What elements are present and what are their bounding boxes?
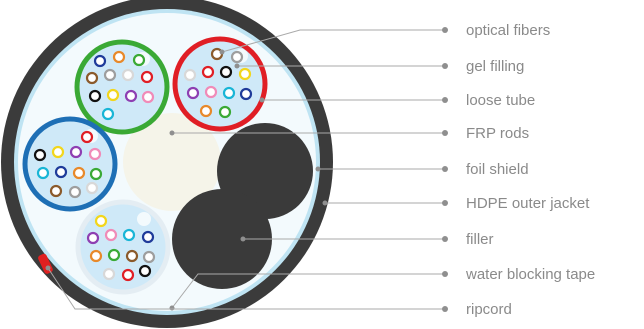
optical-fiber xyxy=(106,88,120,102)
optical-fiber xyxy=(94,214,108,228)
label-hdpe-outer-jacket: HDPE outer jacket xyxy=(466,195,590,212)
leader-optical-fibers xyxy=(219,27,448,55)
optical-fiber xyxy=(140,70,154,84)
optical-fiber xyxy=(51,145,65,159)
optical-fiber xyxy=(122,228,136,242)
optical-fiber xyxy=(102,267,116,281)
leader-filler xyxy=(240,236,448,242)
optical-fiber xyxy=(112,50,126,64)
optical-fiber xyxy=(201,65,215,79)
optical-fiber xyxy=(142,250,156,264)
loose-tube-blue xyxy=(22,116,118,212)
optical-fiber xyxy=(101,107,115,121)
optical-fiber xyxy=(93,54,107,68)
optical-fiber xyxy=(68,185,82,199)
leader-hdpe-outer-jacket xyxy=(322,200,448,206)
optical-fiber xyxy=(204,85,218,99)
optical-fiber xyxy=(199,104,213,118)
optical-fiber xyxy=(219,65,233,79)
optical-fiber xyxy=(49,184,63,198)
optical-fiber xyxy=(239,87,253,101)
leader-ripcord xyxy=(45,265,448,312)
leader-gel-filling xyxy=(234,63,448,69)
label-gel-filling: gel filling xyxy=(466,58,524,75)
optical-fiber xyxy=(85,71,99,85)
optical-fiber xyxy=(132,53,146,67)
leader-foil-shield xyxy=(315,166,448,172)
optical-fiber xyxy=(125,249,139,263)
optical-fiber xyxy=(141,90,155,104)
loose-tube-natural xyxy=(75,199,171,295)
optical-fiber xyxy=(238,67,252,81)
label-foil-shield: foil shield xyxy=(466,161,529,178)
optical-fiber xyxy=(36,166,50,180)
leader-loose-tube xyxy=(259,97,448,103)
optical-fiber xyxy=(89,167,103,181)
optical-fiber xyxy=(183,68,197,82)
label-optical-fibers: optical fibers xyxy=(466,22,550,39)
optical-fiber xyxy=(72,166,86,180)
optical-fiber xyxy=(88,89,102,103)
filler-lower xyxy=(172,189,272,289)
optical-fiber xyxy=(218,105,232,119)
optical-fiber xyxy=(107,248,121,262)
optical-fiber xyxy=(121,268,135,282)
optical-fiber xyxy=(222,86,236,100)
optical-fiber xyxy=(138,264,152,278)
gel-highlight xyxy=(137,212,151,226)
label-water-blocking-tape: water blocking tape xyxy=(465,266,595,283)
optical-fiber xyxy=(85,181,99,195)
leader-frp-rods xyxy=(169,130,448,136)
label-loose-tube: loose tube xyxy=(466,92,535,109)
optical-fiber xyxy=(121,68,135,82)
optical-fiber xyxy=(230,50,244,64)
optical-fiber xyxy=(186,86,200,100)
label-ripcord: ripcord xyxy=(466,301,512,318)
optical-fiber xyxy=(103,68,117,82)
optical-fiber xyxy=(88,147,102,161)
label-filler: filler xyxy=(466,231,494,248)
optical-fiber xyxy=(33,148,47,162)
optical-fiber xyxy=(86,231,100,245)
loose-tube-green xyxy=(74,39,170,135)
frp-rod xyxy=(123,113,221,211)
optical-fiber xyxy=(89,249,103,263)
optical-fiber xyxy=(80,130,94,144)
loose-tube-red xyxy=(172,36,268,132)
optical-fiber xyxy=(141,230,155,244)
optical-fiber xyxy=(104,228,118,242)
optical-fiber xyxy=(124,89,138,103)
label-frp-rods: FRP rods xyxy=(466,125,529,142)
optical-fiber xyxy=(54,165,68,179)
optical-fiber xyxy=(69,145,83,159)
